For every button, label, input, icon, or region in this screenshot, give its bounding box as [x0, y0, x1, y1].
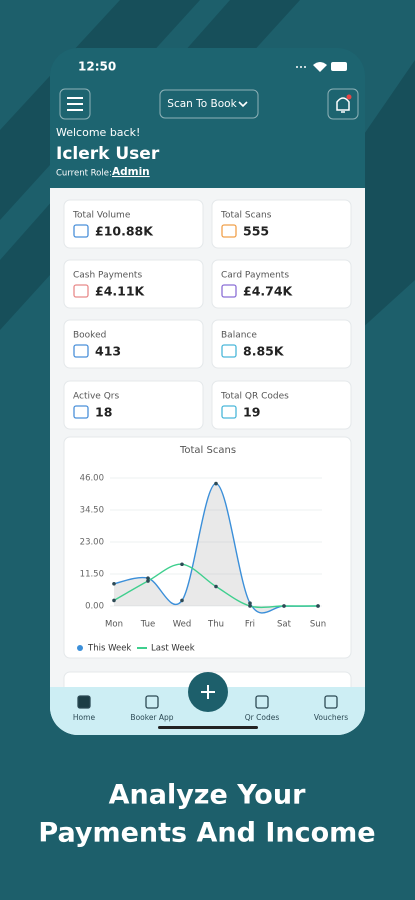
stat-label: Cash Payments: [73, 271, 142, 281]
point: [282, 604, 286, 608]
bell-icon: [336, 97, 350, 113]
stat-card: [211, 319, 352, 369]
x-tick-label: Sun: [310, 620, 326, 630]
stat-icon: [221, 284, 237, 298]
stat-icon: [221, 344, 237, 358]
stat-label: Balance: [221, 331, 257, 341]
stat-value: £10.88K: [95, 224, 154, 239]
point: [214, 481, 218, 486]
stat-card: [211, 259, 352, 309]
legend-label: This Week: [87, 644, 131, 654]
point: [180, 598, 184, 603]
home-indicator: [158, 726, 258, 729]
stat-value: £4.11K: [95, 284, 146, 299]
x-tick-label: Mon: [105, 620, 123, 630]
dropdown-label: Scan To Book: [167, 98, 237, 110]
phone: 12:50 Scan To Book Welcome back! Iclerk …: [50, 48, 365, 735]
legend-swatch: [77, 645, 83, 651]
point: [112, 598, 116, 603]
tab-label: Vouchers: [314, 713, 348, 722]
stat-card: [211, 199, 352, 249]
x-tick-label: Fri: [245, 620, 255, 630]
chart: Total Scans 0.00 11.50 23.00 34.50 46.00 Mon Tu…: [77, 445, 326, 654]
legend-label: Last Week: [151, 644, 195, 654]
dropdown[interactable]: [159, 89, 259, 119]
stat-icon: [221, 405, 237, 419]
menu-icon: [67, 97, 83, 111]
stat-icon: [73, 405, 89, 419]
chevron: [238, 101, 248, 108]
x-tick-label: Thu: [207, 620, 224, 630]
bell-button[interactable]: [327, 88, 359, 120]
plus-icon: [201, 685, 215, 699]
stat-label: Total Volume: [72, 211, 131, 221]
stat-value: 19: [243, 405, 260, 420]
stat-icon: [73, 344, 89, 358]
stat-card: [63, 199, 204, 249]
stat-icon: [73, 284, 89, 298]
tabs: Home Booker App Qr Codes Vouchers: [73, 695, 348, 722]
tab-label: Qr Codes: [245, 713, 280, 722]
area: [114, 483, 318, 613]
role: Admin: [112, 166, 150, 178]
stat-label: Total QR Codes: [220, 392, 289, 402]
tab-icon: [77, 695, 91, 709]
point: [214, 584, 218, 589]
greeting: Welcome back!: [56, 126, 140, 139]
stat-label: Active Qrs: [73, 392, 119, 402]
time: 12:50: [78, 60, 116, 74]
point: [248, 601, 252, 606]
stat-icon: [221, 224, 237, 238]
stat-icon: [73, 224, 89, 238]
stat-value: 18: [95, 405, 112, 420]
point: [146, 576, 150, 580]
badge: [346, 94, 352, 100]
point: [316, 604, 320, 608]
point: [146, 579, 150, 583]
y-tick-label: 11.50: [80, 570, 104, 580]
y-tick-label: 0.00: [85, 602, 104, 612]
point: [112, 581, 116, 586]
stat-card: [63, 319, 204, 369]
status-icons: [296, 62, 347, 72]
stat-card: [63, 380, 204, 430]
tab-icon: [324, 695, 338, 709]
stat-card: [211, 380, 352, 430]
stat-label: Booked: [73, 331, 106, 341]
menu-button[interactable]: [59, 88, 91, 120]
y-tick-label: 34.50: [80, 506, 104, 516]
chart-card: [63, 436, 352, 659]
chart-title: Total Scans: [179, 445, 236, 456]
point: [248, 604, 252, 608]
tagline: Analyze Your: [109, 780, 306, 811]
y-tick-label: 46.00: [80, 474, 104, 484]
stat-value: £4.74K: [243, 284, 294, 299]
tagline: Payments And Income: [38, 818, 375, 849]
stripe: [360, 60, 415, 330]
user-name: Iclerk User: [56, 144, 160, 164]
stat-card: [63, 259, 204, 309]
stat-value: 8.85K: [243, 344, 285, 359]
cards: Total Volume £10.88K Total Scans 555 Cash Pa…: [63, 199, 352, 430]
x-tick-label: Wed: [173, 620, 192, 630]
tab-icon: [255, 695, 269, 709]
stat-label: Total Scans: [220, 211, 272, 221]
y-tick-label: 23.00: [80, 538, 104, 548]
tab-icon: [145, 695, 159, 709]
stat-label: Card Payments: [221, 271, 289, 281]
x-tick-label: Sat: [277, 620, 292, 630]
stat-value: 555: [243, 224, 269, 239]
role-label: Current Role:: [56, 169, 112, 179]
tab-label: Home: [73, 713, 96, 722]
point: [180, 562, 184, 567]
x-tick-label: Tue: [140, 620, 156, 630]
stat-value: 413: [95, 344, 121, 359]
tab-label: Booker App: [130, 713, 173, 722]
